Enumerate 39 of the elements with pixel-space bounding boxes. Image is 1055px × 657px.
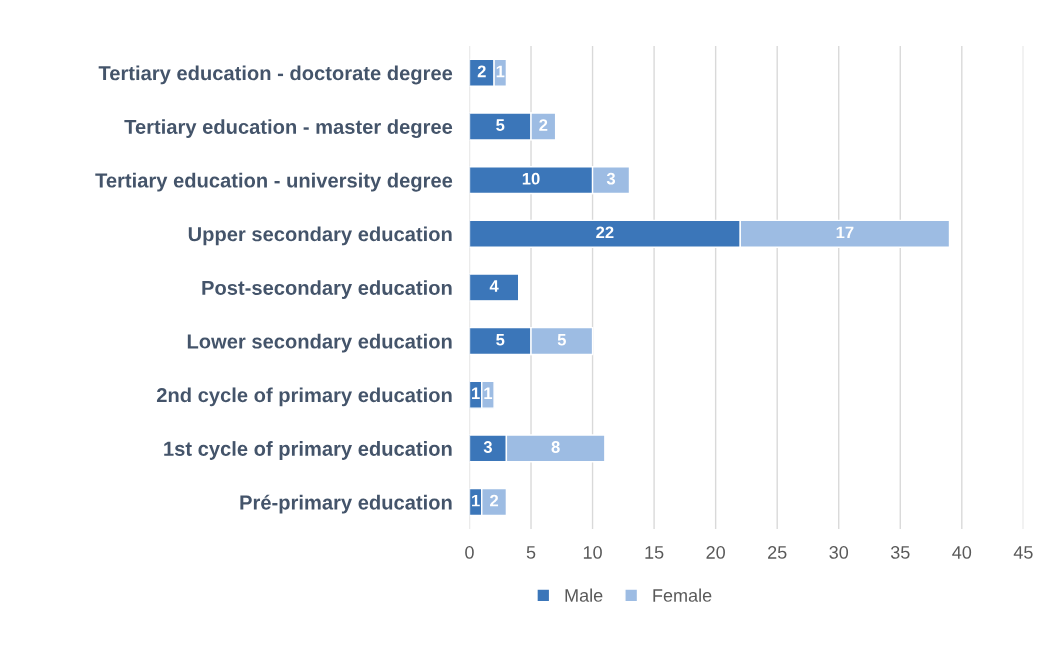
x-tick-label: 45	[1013, 546, 1033, 559]
data-label: 1	[472, 494, 480, 507]
data-label: 3	[606, 172, 616, 185]
x-tick-label: 40	[952, 546, 972, 559]
data-label: 22	[596, 226, 614, 239]
data-label: 2	[477, 65, 486, 78]
y-tick-label: Post-secondary education	[202, 280, 452, 299]
data-label: 1	[472, 387, 480, 400]
x-tick-label: 30	[829, 546, 849, 559]
x-tick-label: 15	[645, 546, 664, 559]
y-tick-label: 1st cycle of primary education	[164, 441, 452, 460]
x-tick-label: 20	[706, 546, 725, 559]
y-tick-label: Tertiary education - master degree	[124, 119, 453, 139]
y-tick-label: 2nd cycle of primary education	[156, 387, 452, 407]
data-label: 2	[490, 494, 499, 507]
x-tick-label: 25	[768, 546, 787, 559]
data-label: 5	[557, 333, 566, 346]
x-tick-label: 0	[465, 546, 474, 559]
y-tick-label: Tertiary education - university degree	[95, 172, 453, 192]
y-tick-label: Upper secondary education	[188, 226, 452, 246]
y-tick-label: Lower secondary education	[187, 333, 452, 353]
data-label: 2	[539, 119, 548, 131]
bar	[469, 273, 520, 302]
data-label: 4	[489, 280, 499, 292]
data-label: 3	[483, 441, 492, 453]
y-tick-label: Pré-primary education	[240, 494, 452, 514]
data-label: 1	[496, 65, 505, 78]
data-label: 10	[522, 172, 540, 185]
legend-label: Male	[565, 588, 603, 602]
y-tick-label: Tertiary education - doctorate degree	[98, 65, 453, 85]
x-tick-label: 35	[890, 546, 910, 559]
legend-label: Female	[653, 588, 712, 602]
data-label: 17	[836, 226, 854, 239]
x-tick-label: 10	[583, 546, 602, 559]
data-label: 1	[484, 387, 493, 400]
data-label: 8	[551, 441, 560, 453]
data-label: 5	[496, 333, 505, 346]
x-tick-label: 5	[526, 546, 536, 559]
data-label: 5	[496, 119, 505, 131]
